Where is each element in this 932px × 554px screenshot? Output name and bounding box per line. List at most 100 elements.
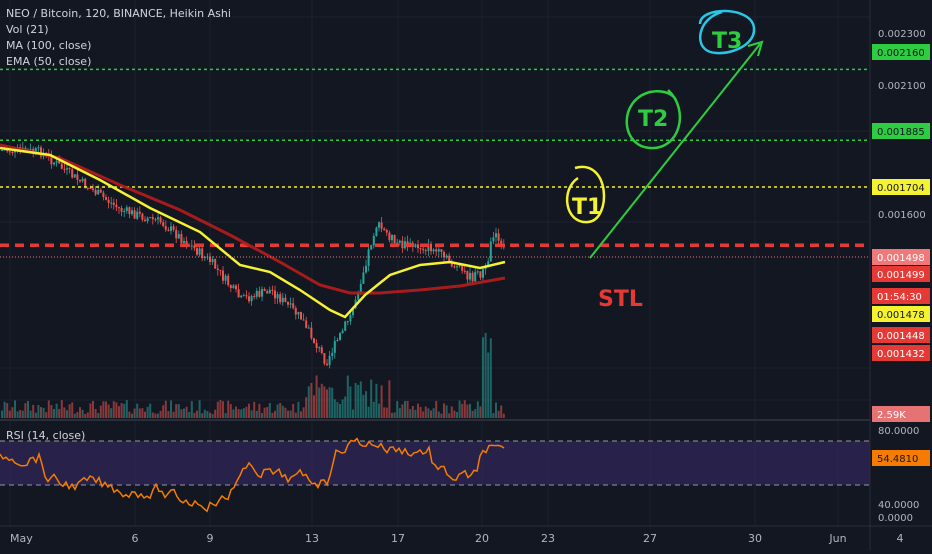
volume-bar — [318, 387, 321, 418]
candle-body — [229, 285, 232, 289]
candle-body — [1, 149, 3, 151]
candle-body — [476, 271, 479, 273]
candle-body — [398, 240, 401, 243]
volume-bar — [154, 413, 157, 418]
volume-bar — [406, 400, 409, 418]
volume-bar — [383, 407, 386, 418]
price-badge-bg — [872, 345, 930, 361]
candle-body — [289, 303, 292, 305]
annotations: T1 T2 T3 STL — [565, 9, 764, 312]
candle-body — [315, 342, 318, 349]
volume-bar — [84, 413, 87, 418]
volume-bar — [8, 410, 11, 418]
volume-bar — [81, 409, 84, 418]
volume-bar — [206, 410, 209, 418]
stl-label: STL — [598, 287, 643, 312]
candle-body — [424, 250, 427, 252]
candle-body — [8, 151, 11, 153]
legend-ema[interactable]: EMA (50, close) — [6, 55, 92, 68]
t2-label: T2 — [638, 107, 668, 132]
volume-bar — [133, 408, 136, 418]
volume-bar — [372, 401, 375, 418]
candle-body — [219, 269, 222, 271]
candle-body — [55, 161, 58, 163]
candle-body — [497, 233, 500, 241]
candle-body — [466, 271, 469, 280]
volume-bar — [471, 410, 474, 418]
candle-body — [107, 199, 110, 203]
candle-body — [159, 217, 162, 223]
volume-bar — [253, 401, 256, 418]
candle-body — [58, 161, 61, 164]
legend-volume[interactable]: Vol (21) — [6, 23, 49, 36]
candle-body — [40, 147, 42, 157]
volume-bar — [229, 404, 232, 418]
candle-body — [34, 148, 37, 153]
volume-bar — [461, 403, 464, 418]
candle-body — [479, 271, 482, 278]
volume-bar — [175, 404, 178, 418]
candle-body — [456, 266, 458, 268]
candle-body — [307, 327, 310, 329]
candle-body — [461, 264, 464, 271]
volume-bar — [263, 407, 266, 418]
volume-bar — [6, 403, 9, 418]
candle-body — [188, 245, 191, 247]
volume-bar — [279, 402, 282, 418]
ma-100-line — [0, 143, 506, 295]
volume-bar — [123, 403, 126, 418]
rsi-tick-label: 40.0000 — [878, 500, 919, 511]
volume-bar — [219, 400, 222, 418]
volume-bar — [276, 404, 279, 418]
candle-body — [261, 289, 263, 297]
candle-body — [201, 248, 204, 259]
candle-body — [60, 163, 63, 169]
volume-bar — [497, 410, 500, 418]
volume-bar — [47, 400, 50, 418]
volume-bar — [16, 411, 19, 418]
time-tick-label: 17 — [391, 532, 405, 545]
candle-body — [128, 207, 131, 215]
volume-bar — [32, 404, 35, 418]
candle-body — [344, 321, 347, 331]
volume-bar — [24, 403, 27, 418]
candle-body — [393, 234, 396, 244]
volume-bar — [227, 400, 230, 418]
candle-body — [29, 148, 32, 150]
volume-bar — [294, 412, 297, 418]
candle-body — [437, 249, 440, 252]
candle-body — [375, 227, 378, 236]
volume-bar — [162, 405, 165, 418]
candle-body — [141, 213, 144, 220]
candle-body — [235, 285, 237, 290]
candle-body — [209, 256, 211, 263]
volume-bar — [411, 406, 414, 418]
candle-body — [172, 226, 175, 230]
t1-circle — [565, 165, 606, 224]
candle-body — [385, 230, 388, 233]
legend-ma[interactable]: MA (100, close) — [6, 39, 92, 52]
candle-body — [300, 311, 302, 320]
volume-bar — [445, 405, 448, 418]
volume-bar — [193, 412, 196, 418]
candle-body — [133, 210, 136, 219]
candle-body — [50, 155, 53, 165]
volume-bar — [115, 402, 118, 418]
volume-bar — [417, 403, 419, 418]
candle-body — [167, 229, 170, 231]
candle-body — [71, 169, 74, 178]
candle-body — [414, 244, 417, 247]
candle-body — [378, 222, 380, 228]
time-axis-ticks[interactable]: May 6 9 13 17 20 23 27 30 Jun 4 — [10, 532, 904, 545]
volume-bar — [201, 413, 204, 418]
volume-bar — [476, 401, 479, 418]
time-tick-label: 6 — [132, 532, 139, 545]
candle-body — [214, 259, 217, 269]
volume-bar — [489, 338, 492, 418]
volume-bar — [500, 405, 503, 418]
time-tick-label: 27 — [643, 532, 657, 545]
candle-body — [258, 290, 261, 297]
candle-body — [443, 252, 445, 258]
volume-bar — [164, 400, 167, 418]
